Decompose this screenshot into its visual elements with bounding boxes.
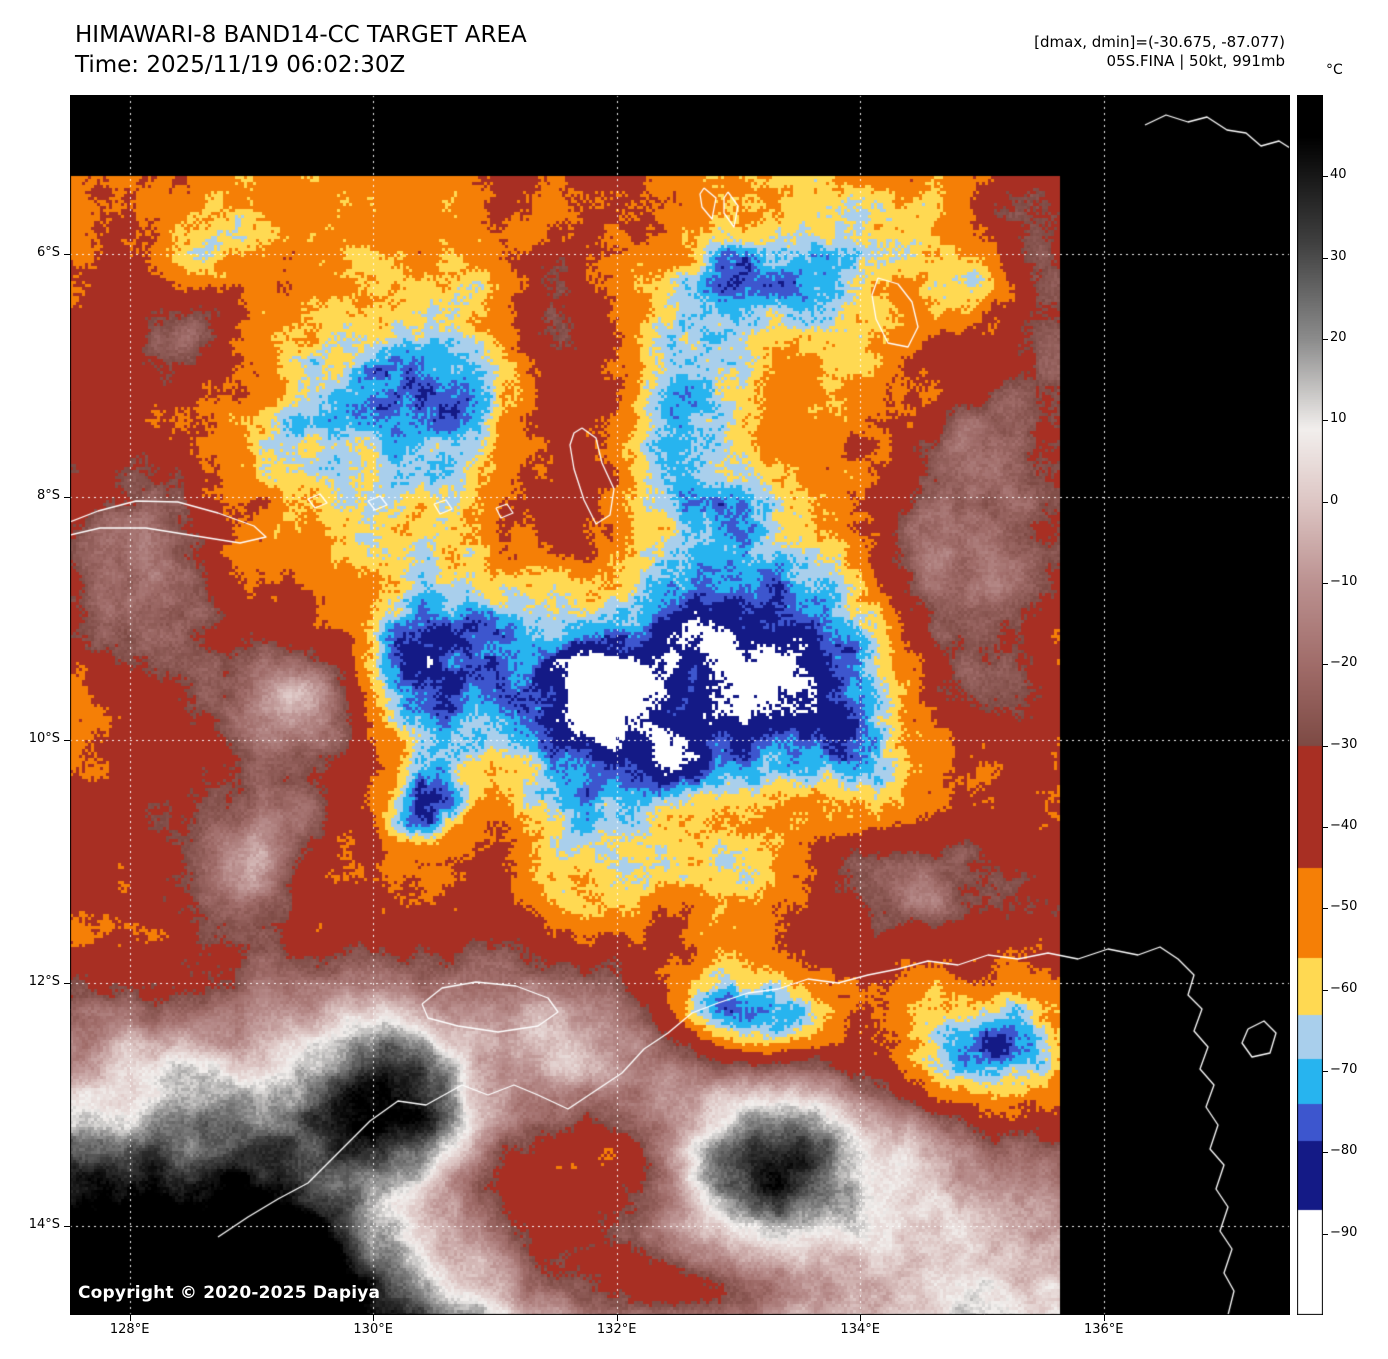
colorbar-tick (1323, 1071, 1328, 1072)
lat-tick-label: 12°S (28, 974, 60, 990)
colorbar-tick-label: −90 (1330, 1224, 1358, 1240)
lon-axis-tick (617, 1315, 618, 1321)
colorbar-tick-label: 30 (1330, 248, 1347, 264)
colorbar-tick (1323, 827, 1328, 828)
lon-tick-label: 134°E (840, 1322, 880, 1337)
colorbar-tick-label: −50 (1330, 899, 1358, 915)
colorbar-tick (1323, 176, 1328, 177)
lat-axis-tick (64, 1226, 70, 1227)
lon-tick-label: 136°E (1083, 1322, 1124, 1337)
lon-tick-label: 132°E (596, 1322, 637, 1337)
colorbar-tick (1323, 1234, 1328, 1235)
lon-axis-tick (373, 1315, 374, 1321)
colorbar-tick (1323, 420, 1328, 421)
lat-tick-label: 8°S (36, 488, 60, 504)
lon-axis-tick (860, 1315, 861, 1321)
colorbar-tick-label: 0 (1330, 492, 1339, 508)
lat-tick-label: 6°S (36, 245, 60, 261)
header-info: [dmax, dmin]=(-30.675, -87.077) 05S.FINA… (1034, 33, 1285, 71)
colorbar-tick (1323, 664, 1328, 665)
colorbar-tick-label: −60 (1330, 980, 1358, 996)
lon-tick-label: 130°E (353, 1322, 393, 1337)
colorbar-tick-label: 20 (1330, 330, 1347, 345)
satellite-image-canvas (70, 95, 1290, 1315)
colorbar-tick-label: −40 (1330, 818, 1358, 833)
colorbar-tick (1323, 583, 1328, 584)
colorbar-tick (1323, 746, 1328, 747)
colorbar-tick-label: 10 (1330, 411, 1347, 427)
copyright-text: Copyright © 2020-2025 Dapiya (78, 1283, 381, 1303)
lat-axis-tick (64, 983, 70, 984)
colorbar-tick-label: −20 (1330, 655, 1358, 671)
colorbar-tick-label: 40 (1330, 167, 1347, 183)
colorbar-tick (1323, 339, 1328, 340)
colorbar-tick (1323, 258, 1328, 259)
colorbar-canvas (1297, 95, 1323, 1315)
colorbar-unit-label: °C (1326, 62, 1343, 78)
storm-info: 05S.FINA | 50kt, 991mb (1106, 52, 1285, 70)
colorbar-tick (1323, 990, 1328, 991)
lat-tick-label: 10°S (28, 731, 60, 747)
lon-tick-label: 128°E (109, 1322, 150, 1337)
colorbar-tick (1323, 908, 1328, 909)
colorbar-tick-label: −30 (1330, 736, 1358, 752)
dmax-dmin-readout: [dmax, dmin]=(-30.675, -87.077) (1034, 33, 1285, 51)
lat-axis-tick (64, 497, 70, 498)
page-title: HIMAWARI-8 BAND14-CC TARGET AREA (75, 22, 527, 48)
lon-axis-tick (1104, 1315, 1105, 1321)
lat-axis-tick (64, 740, 70, 741)
lon-axis-tick (130, 1315, 131, 1321)
colorbar-tick-label: −80 (1330, 1143, 1358, 1159)
colorbar-tick-label: −70 (1330, 1062, 1358, 1077)
timestamp: Time: 2025/11/19 06:02:30Z (75, 52, 406, 78)
lat-tick-label: 14°S (28, 1217, 60, 1233)
lat-axis-tick (64, 254, 70, 255)
colorbar-tick-label: −10 (1330, 574, 1358, 589)
colorbar-tick (1323, 1152, 1328, 1153)
colorbar-tick (1323, 502, 1328, 503)
